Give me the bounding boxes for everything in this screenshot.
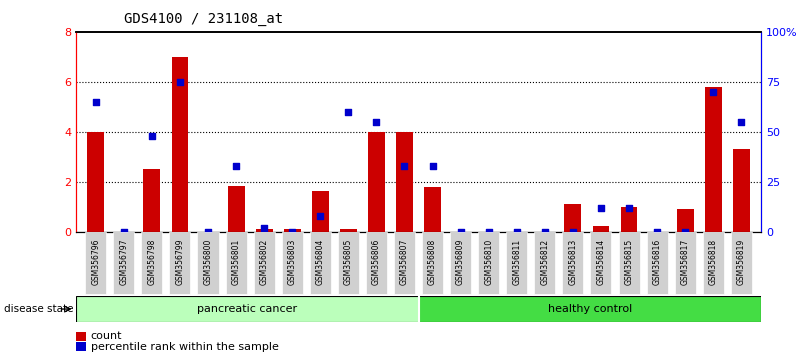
- Text: GSM356808: GSM356808: [428, 238, 437, 285]
- Point: [370, 119, 383, 125]
- Point: [258, 225, 271, 231]
- Point: [342, 109, 355, 115]
- FancyBboxPatch shape: [674, 232, 696, 294]
- Point: [706, 89, 719, 95]
- Bar: [340, 229, 356, 232]
- Text: GSM356802: GSM356802: [260, 238, 268, 285]
- FancyBboxPatch shape: [338, 232, 359, 294]
- Text: GSM356816: GSM356816: [653, 238, 662, 285]
- Point: [454, 229, 467, 235]
- Bar: [171, 57, 188, 232]
- Text: GSM356805: GSM356805: [344, 238, 353, 285]
- Text: GSM356801: GSM356801: [231, 238, 240, 285]
- Bar: [227, 185, 244, 232]
- Point: [622, 205, 635, 211]
- Point: [146, 133, 159, 139]
- Point: [90, 99, 103, 105]
- Text: GSM356819: GSM356819: [737, 238, 746, 285]
- FancyBboxPatch shape: [85, 232, 107, 294]
- FancyBboxPatch shape: [562, 232, 583, 294]
- FancyBboxPatch shape: [394, 232, 415, 294]
- Bar: [705, 87, 722, 232]
- Text: count: count: [91, 331, 122, 341]
- Text: GSM356806: GSM356806: [372, 238, 381, 285]
- Bar: [256, 229, 272, 232]
- Text: GSM356807: GSM356807: [400, 238, 409, 285]
- Point: [594, 205, 607, 211]
- Point: [230, 163, 243, 169]
- Bar: [76, 332, 86, 341]
- Text: GSM356817: GSM356817: [681, 238, 690, 285]
- Text: GSM356813: GSM356813: [569, 238, 578, 285]
- Point: [398, 163, 411, 169]
- FancyBboxPatch shape: [366, 232, 387, 294]
- Bar: [418, 296, 761, 322]
- Text: percentile rank within the sample: percentile rank within the sample: [91, 342, 279, 352]
- Text: GSM356796: GSM356796: [91, 238, 100, 285]
- Bar: [621, 207, 638, 232]
- Bar: [284, 229, 300, 232]
- FancyBboxPatch shape: [310, 232, 331, 294]
- Point: [426, 163, 439, 169]
- Bar: [593, 225, 610, 232]
- FancyBboxPatch shape: [422, 232, 443, 294]
- Text: GSM356810: GSM356810: [484, 238, 493, 285]
- Bar: [565, 204, 582, 232]
- Point: [566, 229, 579, 235]
- FancyBboxPatch shape: [646, 232, 667, 294]
- Text: GSM356797: GSM356797: [119, 238, 128, 285]
- Bar: [87, 132, 104, 232]
- Text: GSM356818: GSM356818: [709, 239, 718, 285]
- Text: pancreatic cancer: pancreatic cancer: [197, 304, 297, 314]
- Text: GDS4100 / 231108_at: GDS4100 / 231108_at: [124, 12, 284, 27]
- Text: GSM356812: GSM356812: [541, 239, 549, 285]
- Point: [510, 229, 523, 235]
- Point: [314, 213, 327, 219]
- Bar: [76, 342, 86, 351]
- FancyBboxPatch shape: [478, 232, 499, 294]
- Point: [735, 119, 747, 125]
- Point: [482, 229, 495, 235]
- FancyBboxPatch shape: [113, 232, 135, 294]
- Text: disease state: disease state: [4, 304, 74, 314]
- Point: [286, 229, 299, 235]
- Text: GSM356803: GSM356803: [288, 238, 296, 285]
- Point: [650, 229, 663, 235]
- Point: [538, 229, 551, 235]
- Point: [118, 229, 131, 235]
- Bar: [733, 149, 750, 232]
- Text: GSM356815: GSM356815: [625, 238, 634, 285]
- Bar: [677, 209, 694, 232]
- FancyBboxPatch shape: [226, 232, 247, 294]
- Text: GSM356811: GSM356811: [513, 239, 521, 285]
- Bar: [368, 132, 384, 232]
- Bar: [396, 132, 413, 232]
- FancyBboxPatch shape: [731, 232, 752, 294]
- FancyBboxPatch shape: [198, 232, 219, 294]
- FancyBboxPatch shape: [534, 232, 555, 294]
- Text: GSM356800: GSM356800: [203, 238, 212, 285]
- Bar: [425, 187, 441, 232]
- FancyBboxPatch shape: [702, 232, 724, 294]
- Bar: [312, 190, 328, 232]
- Point: [678, 229, 691, 235]
- Bar: [76, 296, 418, 322]
- Bar: [143, 169, 160, 232]
- FancyBboxPatch shape: [254, 232, 275, 294]
- FancyBboxPatch shape: [282, 232, 303, 294]
- Text: GSM356814: GSM356814: [597, 238, 606, 285]
- FancyBboxPatch shape: [141, 232, 163, 294]
- FancyBboxPatch shape: [170, 232, 191, 294]
- Text: GSM356798: GSM356798: [147, 238, 156, 285]
- FancyBboxPatch shape: [590, 232, 611, 294]
- FancyBboxPatch shape: [450, 232, 471, 294]
- Point: [174, 79, 187, 85]
- Text: healthy control: healthy control: [548, 304, 632, 314]
- FancyBboxPatch shape: [506, 232, 527, 294]
- FancyBboxPatch shape: [618, 232, 639, 294]
- Text: GSM356799: GSM356799: [175, 238, 184, 285]
- Point: [202, 229, 215, 235]
- Text: GSM356809: GSM356809: [456, 238, 465, 285]
- Text: GSM356804: GSM356804: [316, 238, 324, 285]
